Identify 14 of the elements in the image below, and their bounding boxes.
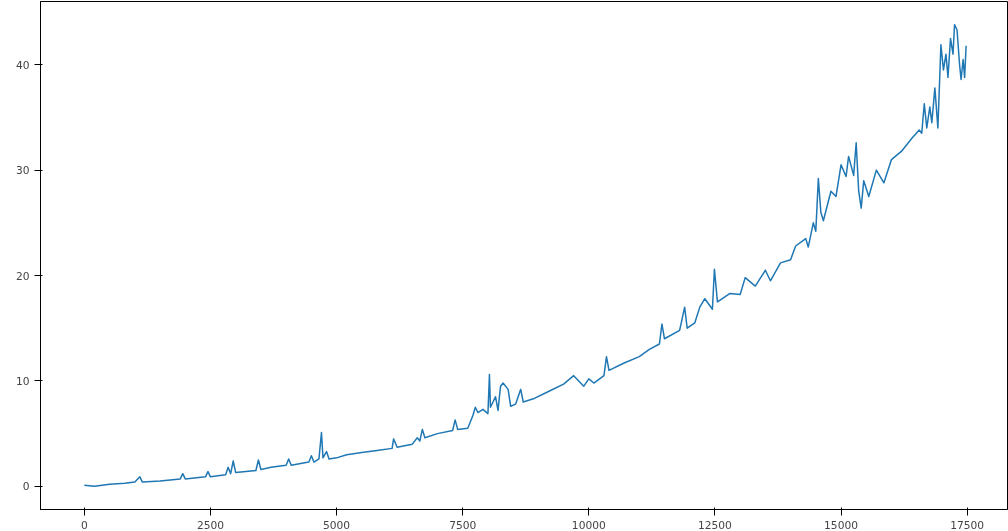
x-tick-label: 0: [81, 518, 88, 531]
x-tick-label: 17500: [950, 518, 985, 531]
y-tick-label: 40: [15, 58, 30, 72]
x-tick-label: 2500: [196, 518, 225, 531]
x-tick-label: 7500: [449, 518, 477, 531]
x-tick-label: 10000: [571, 518, 606, 531]
x-tick-label: 15000: [824, 518, 859, 531]
line-series: [83, 23, 967, 488]
x-tick-label: 12500: [697, 518, 733, 531]
x-tick-label: 5000: [323, 518, 351, 531]
y-tick-label: 0: [22, 480, 30, 494]
y-tick-label: 30: [15, 164, 30, 178]
y-tick-label: 10: [15, 374, 30, 388]
y-tick-label: 20: [15, 269, 30, 283]
